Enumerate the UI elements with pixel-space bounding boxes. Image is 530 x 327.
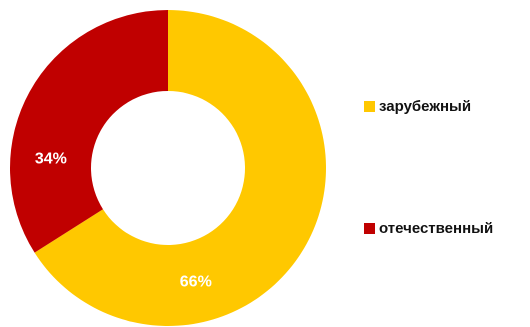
legend-label-foreign: зарубежный [379, 98, 472, 115]
data-label-domestic: 34% [35, 151, 67, 168]
slice-domestic [10, 10, 168, 253]
legend-swatch-foreign [364, 101, 375, 112]
donut-plot-area: 66% 34% [10, 10, 327, 327]
legend-item-foreign: зарубежный [364, 98, 471, 115]
slice-foreign [34, 10, 327, 327]
legend-label-domestic: отечественный [379, 220, 494, 237]
legend-item-domestic: отечественный [364, 220, 493, 237]
data-label-foreign: 66% [180, 274, 212, 291]
legend-swatch-domestic [364, 223, 375, 234]
legend: зарубежный отечественный [364, 0, 530, 327]
